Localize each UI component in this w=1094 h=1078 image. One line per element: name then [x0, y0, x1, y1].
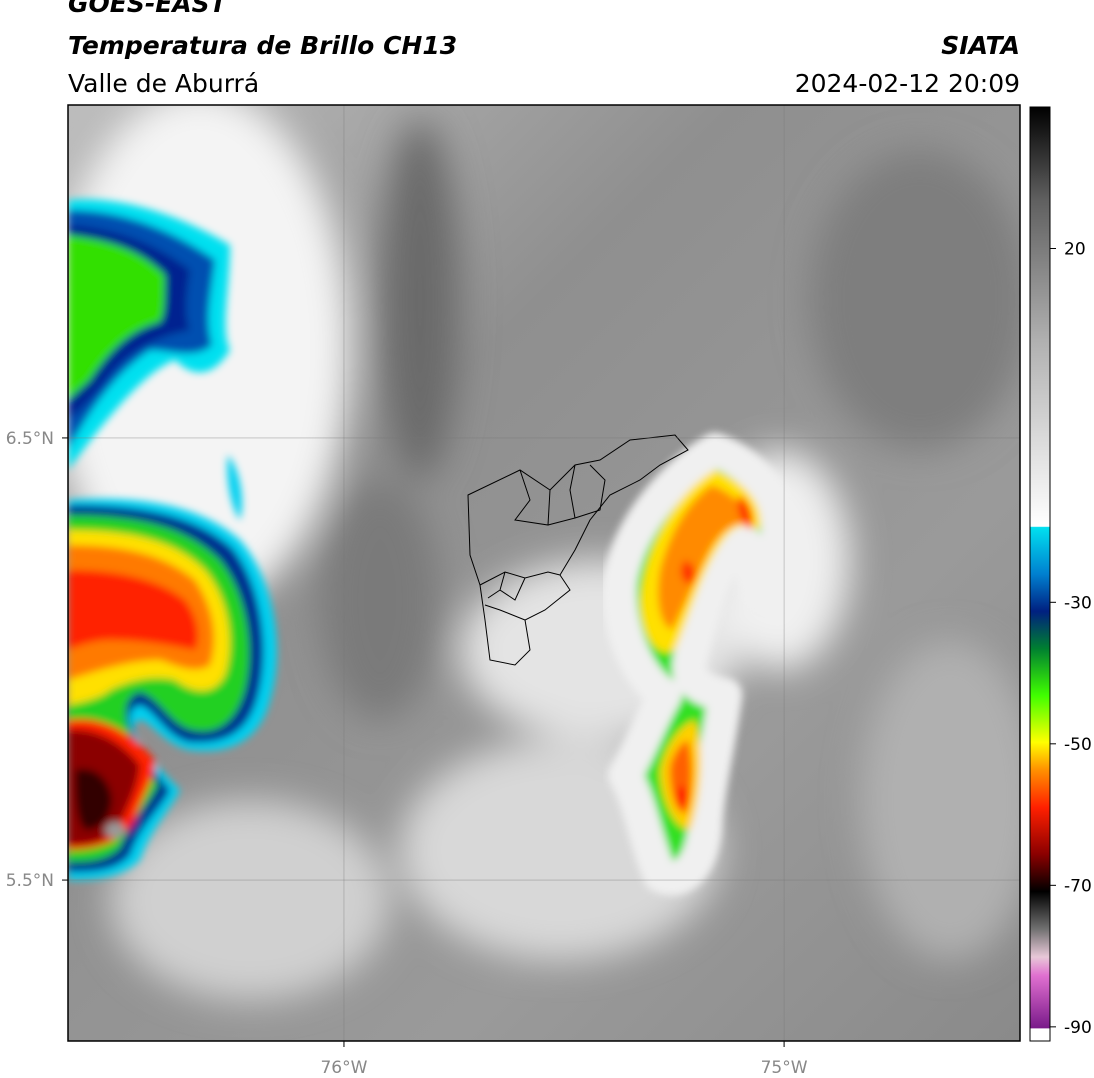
colorbar-tick-label: 20 [1064, 240, 1086, 260]
municipal-boundaries [467, 434, 689, 666]
colorbar-tick-label: -50 [1064, 735, 1092, 755]
satellite-image [68, 105, 1020, 1041]
product-title: Temperatura de Brillo CH13 [68, 31, 457, 60]
datetime: 2024-02-12 20:09 [795, 69, 1020, 98]
map-frame [67, 104, 1021, 1042]
source: SIATA [941, 31, 1020, 60]
region: Valle de Aburrá [68, 69, 259, 98]
colorbar-tick-label: -30 [1064, 593, 1092, 613]
x-tick-label: 75°W [761, 1058, 808, 1078]
x-tick-label: 76°W [320, 1058, 367, 1078]
colorbar-tick-label: -70 [1064, 876, 1092, 896]
y-tick-label: 5.5°N [6, 871, 54, 891]
y-tick-label: 6.5°N [6, 429, 54, 449]
colorbar-tick-label: -90 [1064, 1018, 1092, 1038]
colorbar [1029, 106, 1051, 1042]
satellite-name: GOES-EAST [68, 0, 229, 18]
